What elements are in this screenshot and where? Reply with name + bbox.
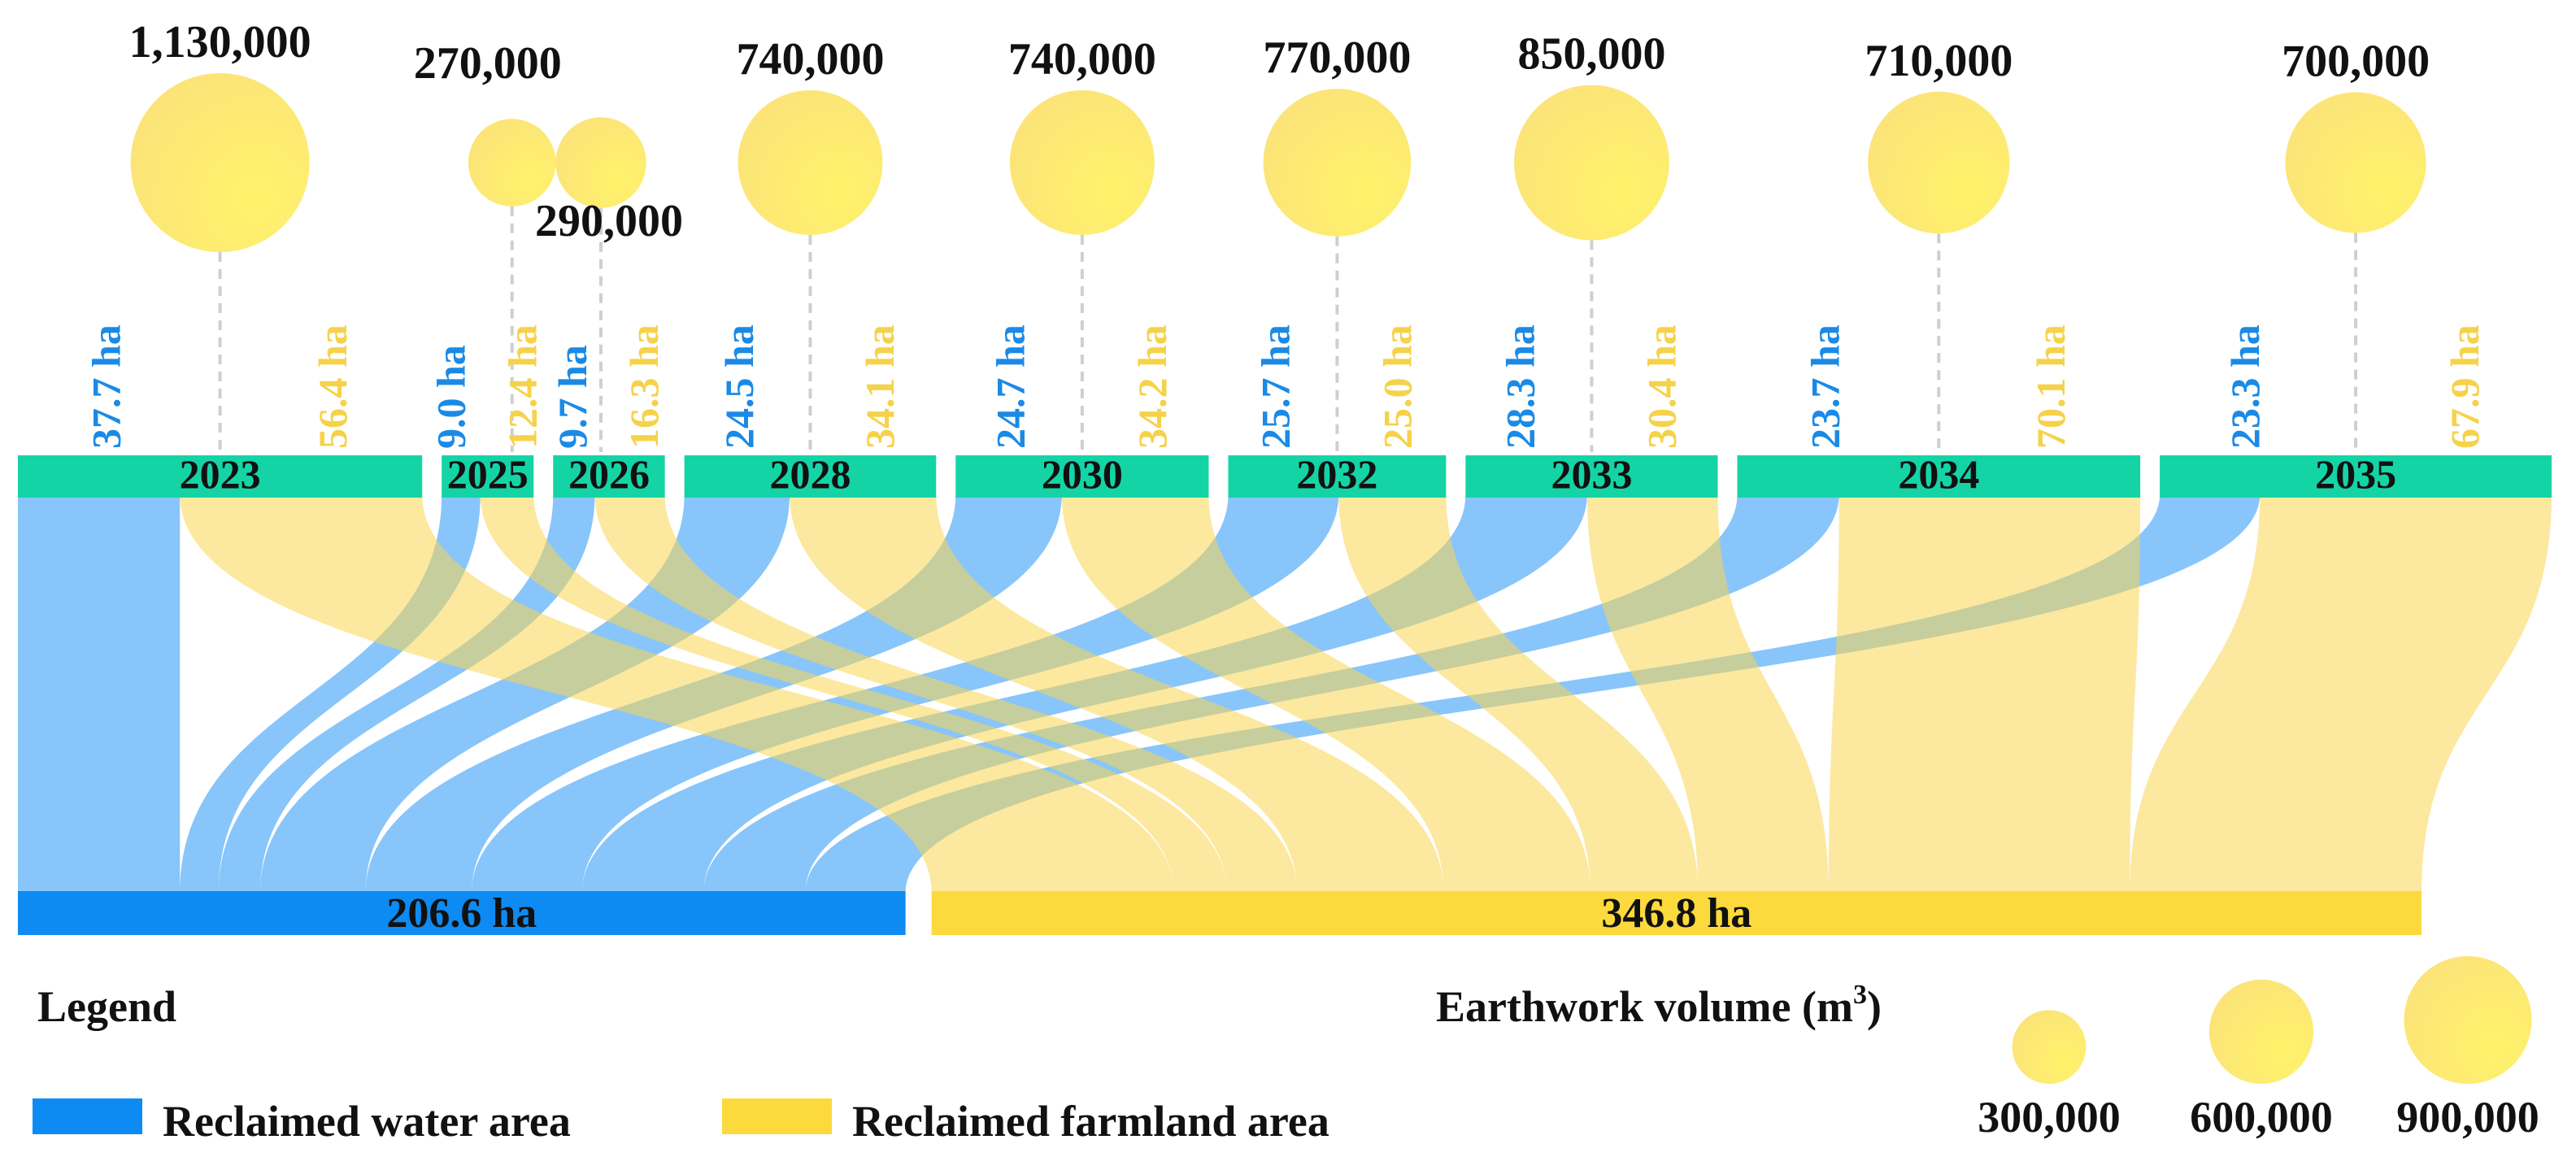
earthwork-label-2034: 710,000: [1865, 36, 2012, 86]
year-label-2030: 2030: [1042, 451, 1123, 497]
farmland-area-label-2028: 34.1 ha: [857, 324, 903, 449]
legend-farmland-label: Reclaimed farmland area: [852, 1097, 1329, 1146]
farmland-area-label-2026: 16.3 ha: [621, 324, 667, 449]
year-bar-2033: [1465, 455, 1718, 498]
year-bar-2035: [2160, 455, 2552, 498]
year-label-2033: 2033: [1551, 451, 1632, 497]
year-bar-2025: [442, 455, 534, 498]
total-farmland-bar: [931, 891, 2422, 935]
water-area-label-2026: 9.7 ha: [550, 345, 595, 449]
earthwork-label-2028: 740,000: [736, 34, 884, 85]
flow-ribbons: [18, 494, 2552, 893]
earthwork-label-2032: 770,000: [1263, 33, 1411, 83]
earthwork-bubble-2034: [1868, 91, 2010, 234]
earthwork-bubble-2025: [468, 119, 556, 207]
total-water-label: 206.6 ha: [386, 890, 537, 937]
water-area-label-2025: 9.0 ha: [429, 345, 474, 449]
farmland-flow-2030: [1061, 494, 1591, 893]
year-bar-2030: [955, 455, 1209, 498]
size-legend-bubble-1: [2208, 979, 2314, 1084]
legend: Legend Reclaimed water area Reclaimed fa…: [33, 982, 1329, 1146]
earthwork-label-2033: 850,000: [1517, 29, 1665, 80]
size-legend-label-2: 900,000: [2396, 1093, 2539, 1142]
year-bar-2034: [1737, 455, 2141, 498]
year-label-2028: 2028: [769, 451, 851, 497]
total-water-bar: [18, 891, 906, 935]
size-legend-label-1: 600,000: [2190, 1093, 2333, 1142]
earthwork-label-2035: 700,000: [2282, 36, 2430, 86]
legend-water-swatch: [33, 1098, 142, 1134]
water-area-label-2032: 25.7 ha: [1252, 324, 1298, 449]
size-legend: Earthwork volume (m3) 300,000 600,000 900,…: [1436, 955, 2539, 1142]
water-flow-2025: [180, 494, 481, 893]
farmland-area-label-2023: 56.4 ha: [310, 324, 355, 449]
earthwork-bubble-2032: [1263, 89, 1412, 237]
water-area-label-2034: 23.7 ha: [1803, 324, 1848, 449]
size-legend-title: Earthwork volume (m3): [1436, 980, 1882, 1031]
farmland-area-label-2035: 67.9 ha: [2442, 324, 2487, 449]
earthwork-label-2023: 1,130,000: [129, 17, 311, 67]
farmland-area-label-2033: 30.4 ha: [1638, 324, 1684, 449]
year-label-2026: 2026: [568, 451, 650, 497]
earthwork-bubble-2035: [2285, 92, 2426, 233]
farmland-flow-2034: [1828, 494, 2141, 893]
year-label-2023: 2023: [180, 451, 261, 497]
earthwork-bubble-2030: [1009, 89, 1155, 236]
legend-water-label: Reclaimed water area: [163, 1097, 571, 1146]
water-area-label-2023: 37.7 ha: [83, 324, 128, 449]
year-label-2035: 2035: [2315, 451, 2396, 497]
year-bar-2023: [18, 455, 423, 498]
water-flow-2023: [18, 494, 181, 893]
area-labels: 37.7 ha 56.4 ha 9.0 ha 12.4 ha 9.7 ha 16.3 ha…: [83, 324, 2487, 449]
water-area-label-2035: 23.3 ha: [2222, 324, 2268, 449]
farmland-area-label-2032: 25.0 ha: [1374, 324, 1420, 449]
size-legend-bubble-0: [2012, 1010, 2086, 1084]
water-area-label-2028: 24.5 ha: [716, 324, 762, 449]
farmland-flow-2033: [1586, 494, 1829, 893]
farmland-flow-2035: [2130, 494, 2552, 893]
farmland-flow-2025: [480, 494, 1228, 893]
water-area-label-2030: 24.7 ha: [988, 324, 1033, 449]
earthwork-bubbles: 1,130,000 270,000 290,000 740,000 740,000 770…: [129, 17, 2430, 452]
total-bars: 206.6 ha 346.8 ha: [18, 890, 2422, 937]
year-label-2025: 2025: [447, 451, 529, 497]
water-flow-2028: [260, 494, 790, 893]
total-farmland-label: 346.8 ha: [1601, 890, 1751, 937]
earthwork-label-2030: 740,000: [1008, 34, 1156, 85]
farmland-flow-2023: [180, 494, 1174, 893]
earthwork-label-2026: 290,000: [535, 196, 683, 246]
farmland-area-label-2025: 12.4 ha: [500, 324, 546, 449]
water-flow-2026: [218, 494, 595, 893]
earthwork-bubble-2023: [130, 73, 310, 252]
farmland-area-label-2034: 70.1 ha: [2028, 324, 2073, 449]
water-area-label-2033: 28.3 ha: [1498, 324, 1543, 449]
year-label-2034: 2034: [1898, 451, 1979, 497]
earthwork-bubble-2033: [1514, 85, 1669, 241]
size-legend-bubble-2: [2404, 955, 2532, 1084]
earthwork-label-2025: 270,000: [414, 38, 562, 89]
year-bar-2028: [684, 455, 937, 498]
earthwork-bubble-2028: [738, 89, 883, 236]
legend-farmland-swatch: [722, 1098, 832, 1134]
size-legend-label-0: 300,000: [1978, 1093, 2121, 1142]
farmland-flow-2032: [1338, 494, 1699, 893]
earthwork-bubble-2026: [555, 117, 646, 208]
year-bar-2032: [1228, 455, 1447, 498]
water-flow-2032: [471, 494, 1339, 893]
year-label-2032: 2032: [1296, 451, 1377, 497]
year-bars: 2023 2025 2026 2028 2030 2032 2033 2034 2035: [18, 451, 2552, 498]
farmland-flow-2028: [790, 494, 1444, 893]
farmland-flow-2026: [594, 494, 1298, 893]
farmland-area-label-2030: 34.2 ha: [1129, 324, 1175, 449]
legend-title: Legend: [37, 982, 176, 1031]
year-bar-2026: [553, 455, 665, 498]
